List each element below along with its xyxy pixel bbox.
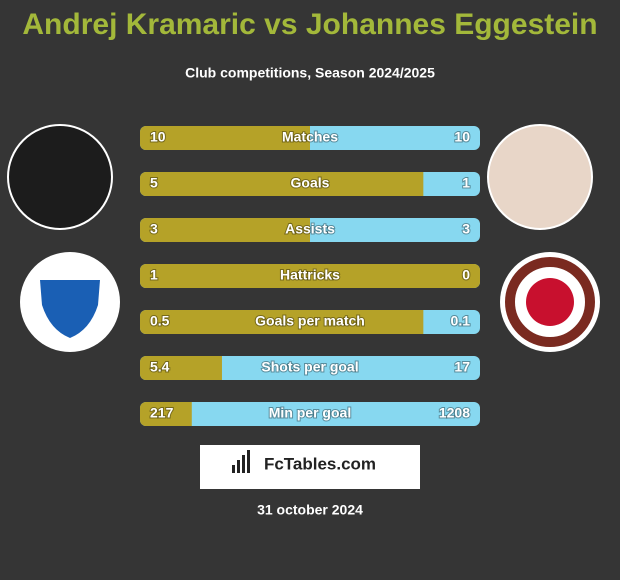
brand-box <box>200 445 420 489</box>
left-bar <box>140 172 424 196</box>
right-value: 10 <box>454 129 470 145</box>
left-value: 5.4 <box>150 359 170 375</box>
stat-label: Min per goal <box>269 405 351 421</box>
date: 31 october 2024 <box>257 502 363 518</box>
left-bar <box>140 356 222 380</box>
left-player-photo <box>7 124 113 230</box>
subtitle: Club competitions, Season 2024/2025 <box>185 65 435 81</box>
left-bar <box>140 218 310 242</box>
left-value: 1 <box>150 267 158 283</box>
left-bar <box>140 310 424 334</box>
stat-label: Hattricks <box>280 267 340 283</box>
stat-label: Assists <box>285 221 335 237</box>
right-player-photo <box>487 124 593 230</box>
left-value: 10 <box>150 129 166 145</box>
stat-label: Matches <box>282 129 338 145</box>
left-club-shield <box>40 280 100 338</box>
left-value: 0.5 <box>150 313 170 329</box>
right-club-ring <box>505 257 595 347</box>
right-value: 1208 <box>439 405 470 421</box>
right-value: 17 <box>454 359 470 375</box>
right-value: 1 <box>462 175 470 191</box>
left-value: 3 <box>150 221 158 237</box>
right-value: 3 <box>462 221 470 237</box>
stat-label: Goals <box>291 175 330 191</box>
left-bar <box>140 402 192 426</box>
right-value: 0.1 <box>451 313 471 329</box>
brand-icon <box>232 450 250 473</box>
brand: FcTables.com <box>264 454 376 473</box>
left-value: 5 <box>150 175 158 191</box>
left-value: 217 <box>150 405 174 421</box>
left-bar <box>140 264 480 288</box>
stat-label: Goals per match <box>255 313 365 329</box>
right-bar <box>140 402 480 426</box>
title: Andrej Kramaric vs Johannes Eggestein <box>22 8 597 41</box>
left-bar <box>140 126 310 150</box>
stat-label: Shots per goal <box>261 359 358 375</box>
right-club-center <box>526 278 574 326</box>
right-value: 0 <box>462 267 470 283</box>
